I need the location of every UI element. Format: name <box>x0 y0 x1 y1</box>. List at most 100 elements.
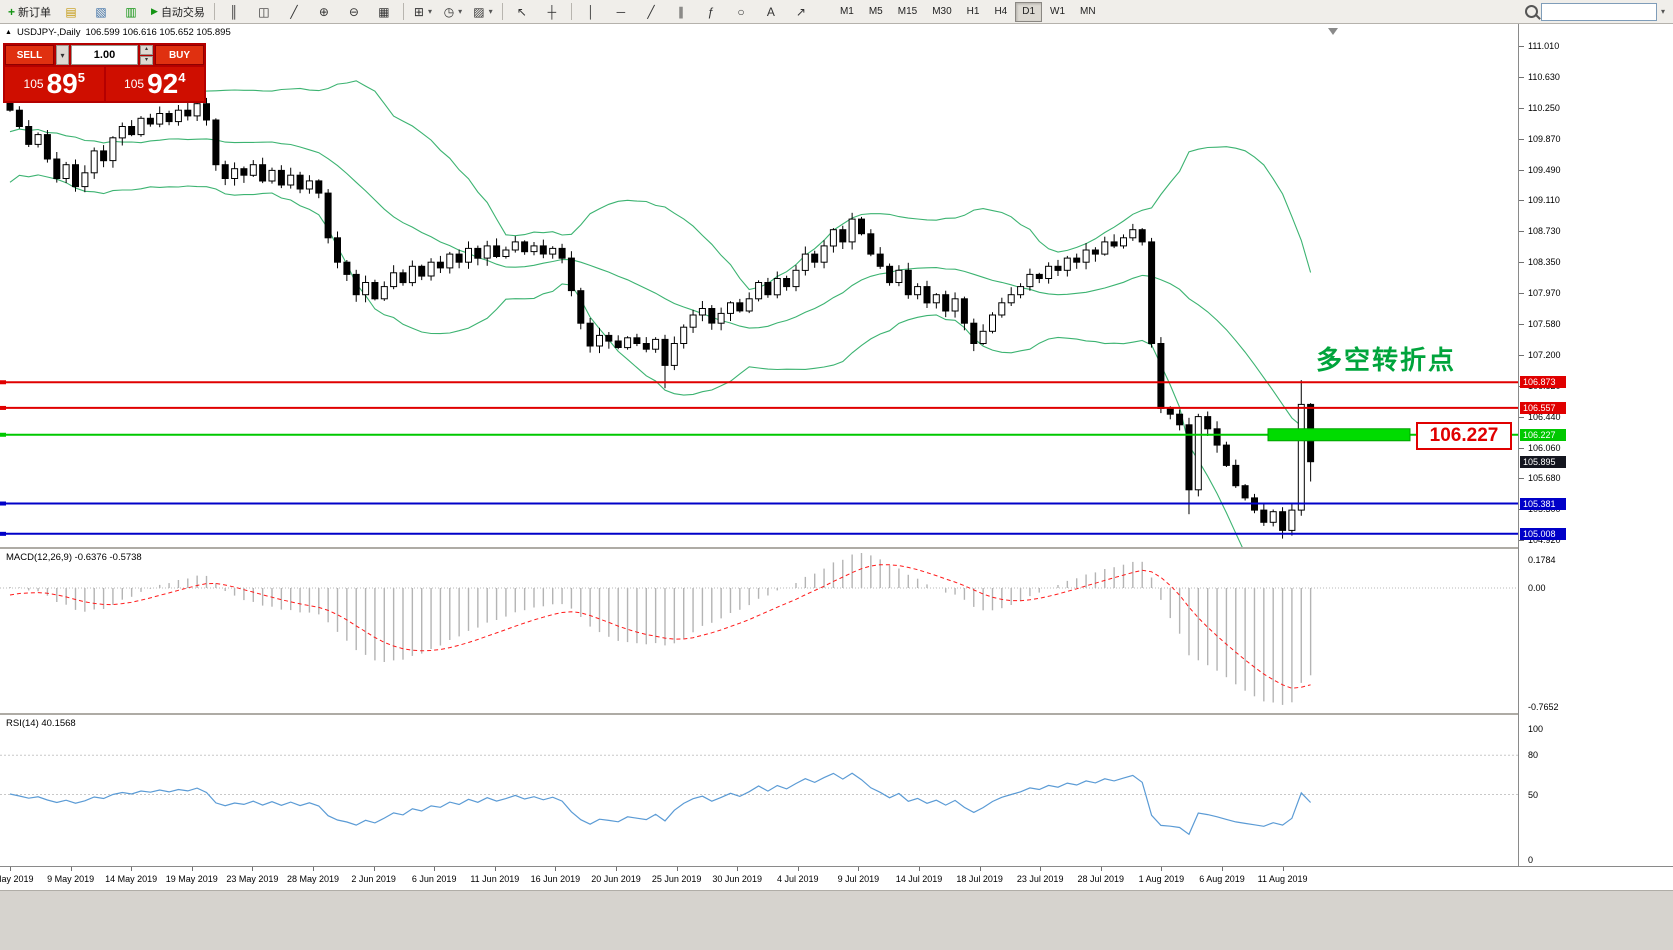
volume-decrease-button[interactable]: ▾ <box>140 55 153 65</box>
symbol-search-input[interactable] <box>1540 2 1657 21</box>
date-label: 11 Aug 2019 <box>1257 874 1308 884</box>
auto-trading-button[interactable]: ▶ 自动交易 <box>147 1 209 23</box>
chevron-down-icon: ▾ <box>488 7 493 16</box>
channel-button[interactable]: ∥ <box>667 1 695 23</box>
zoom-out-button[interactable]: ⊖ <box>340 1 368 23</box>
new-order-button[interactable]: + 新订单 <box>4 1 55 23</box>
price-axis[interactable]: 111.010 110.630 110.250 109.870 109.490 109.1… <box>1518 24 1673 866</box>
macd-axis-label: 0.1784 <box>1528 555 1556 566</box>
cursor-button[interactable]: ↖ <box>508 1 536 23</box>
text-button[interactable]: A <box>757 1 785 23</box>
zoom-in-icon: ⊕ <box>318 4 329 19</box>
symbol-title: USDJPY-,Daily <box>16 27 81 38</box>
search-icon[interactable] <box>1524 5 1538 18</box>
timeframe-H1[interactable]: H1 <box>966 6 980 17</box>
market-watch-button[interactable]: ▤ <box>57 1 85 23</box>
fibonacci-button[interactable]: ƒ <box>697 1 725 23</box>
grid-button[interactable]: ▦ <box>370 1 398 23</box>
toolbar-separator <box>501 3 503 20</box>
timeframe-H4[interactable]: H4 <box>994 6 1008 17</box>
vertical-line-button[interactable]: │ <box>577 1 605 23</box>
cursor-icon: ↖ <box>516 4 527 19</box>
trade-panel-controls: SELL ▾ ▴ ▾ BUY <box>5 45 204 65</box>
main-toolbar: + 新订单 ▤ ▧ ▥ ▶ 自动交易 ║ ◫ ╱ ⊕ ⊖ ▦ ⊞ ▾ ◷ ▾ ▨… <box>0 0 1673 24</box>
buy-button[interactable]: BUY <box>155 45 204 65</box>
sell-button[interactable]: SELL <box>5 45 54 65</box>
macd-indicator-pane[interactable]: MACD(12,26,9) -0.6376 -0.5738 <box>0 549 1518 713</box>
price-axis-label: 109.870 <box>1528 133 1561 144</box>
line-chart-button[interactable]: ╱ <box>280 1 308 23</box>
chart-annotation-text[interactable]: 多空转折点 <box>1316 345 1457 375</box>
timeframe-W1[interactable]: W1 <box>1050 6 1066 17</box>
auto-trading-label: 自动交易 <box>160 6 205 19</box>
horizontal-line-icon: ─ <box>616 4 626 19</box>
terminal-button[interactable]: ▥ <box>117 1 145 23</box>
panel-toggle-icon[interactable]: ▲ <box>5 29 12 36</box>
macd-signal-line <box>9 564 1311 689</box>
date-label: 28 Jul 2019 <box>1077 874 1125 884</box>
horizontal-line-button[interactable]: ─ <box>607 1 635 23</box>
date-label: 9 May 2019 <box>47 874 95 884</box>
candlestick-icon: ◫ <box>258 4 270 19</box>
price-axis-label: 110.250 <box>1528 102 1560 113</box>
price-axis-label: 107.200 <box>1528 349 1561 360</box>
window-footer <box>0 890 1673 950</box>
navigator-button[interactable]: ▧ <box>87 1 115 23</box>
sell-price-button[interactable]: 105 89 5 <box>5 67 104 101</box>
macd-histogram <box>9 553 1312 705</box>
price-axis-label: 105.680 <box>1528 473 1561 484</box>
pane-splitter[interactable] <box>0 547 1673 549</box>
timeframe-M30[interactable]: M30 <box>932 6 952 17</box>
add-indicator-button[interactable]: ⊞ ▾ <box>409 1 437 23</box>
line-chart-icon: ╱ <box>290 4 298 19</box>
sell-dropdown-button[interactable]: ▾ <box>56 45 69 65</box>
price-chart-canvas[interactable]: ▲ USDJPY-,Daily 106.599 106.616 105.652 … <box>0 24 1518 547</box>
bollinger-upper <box>9 80 1312 291</box>
shapes-button[interactable]: ○ <box>727 1 755 23</box>
timeframe-M1[interactable]: M1 <box>839 6 854 17</box>
rsi-axis-label: 50 <box>1528 789 1539 800</box>
axis-price-tag: 106.873 <box>1520 376 1566 389</box>
volume-increase-button[interactable]: ▴ <box>140 45 153 55</box>
zoom-in-button[interactable]: ⊕ <box>310 1 338 23</box>
date-label: 4 Jul 2019 <box>777 874 819 884</box>
one-click-trade-panel: SELL ▾ ▴ ▾ BUY 105 89 5 105 <box>3 43 206 103</box>
templates-button[interactable]: ▨ ▾ <box>469 1 497 23</box>
price-axis-label: 110.630 <box>1528 71 1560 82</box>
timeframe-D1[interactable]: D1 <box>1015 1 1043 22</box>
periods-button[interactable]: ◷ ▾ <box>439 1 467 23</box>
highlight-rectangle[interactable] <box>1267 428 1411 442</box>
rsi-axis-label: 0 <box>1528 855 1534 865</box>
buy-price-button[interactable]: 105 92 4 <box>105 67 204 101</box>
time-axis[interactable]: 5 May 2019 9 May 2019 14 May 2019 19 May 20… <box>0 866 1673 890</box>
bollinger-lower <box>9 174 1243 547</box>
toolbar-separator <box>402 3 404 20</box>
timeframe-M15[interactable]: M15 <box>897 6 918 17</box>
rsi-indicator-pane[interactable]: RSI(14) 40.1568 <box>0 715 1518 866</box>
price-axis-label: 111.010 <box>1528 41 1560 51</box>
new-order-label: 新订单 <box>18 6 52 19</box>
candles <box>6 97 1315 539</box>
trendline-button[interactable]: ╱ <box>637 1 665 23</box>
arrows-button[interactable]: ↗ <box>787 1 815 23</box>
chevron-down-icon[interactable]: ▾ <box>1660 7 1665 16</box>
hline-left-marker <box>0 380 6 385</box>
date-label: 28 May 2019 <box>286 874 340 884</box>
price-axis-label: 109.110 <box>1528 195 1560 206</box>
channel-icon: ∥ <box>677 4 684 19</box>
price-axis-label: 107.970 <box>1528 288 1561 299</box>
price-axis-label: 108.730 <box>1528 226 1561 237</box>
volume-input[interactable] <box>71 45 138 65</box>
trendline-icon: ╱ <box>647 4 655 19</box>
buy-price-point: 4 <box>178 70 186 85</box>
bollinger-middle <box>9 128 1312 438</box>
price-callout-label[interactable]: 106.227 <box>1416 421 1512 450</box>
pane-splitter[interactable] <box>0 713 1673 715</box>
price-axis-label: 104.920 <box>1528 535 1561 546</box>
date-label: 6 Aug 2019 <box>1199 874 1245 884</box>
timeframe-M5[interactable]: M5 <box>868 6 883 17</box>
bar-chart-button[interactable]: ║ <box>220 1 248 23</box>
crosshair-button[interactable]: ┼ <box>538 1 566 23</box>
timeframe-MN[interactable]: MN <box>1080 6 1096 17</box>
candlestick-chart-button[interactable]: ◫ <box>250 1 278 23</box>
